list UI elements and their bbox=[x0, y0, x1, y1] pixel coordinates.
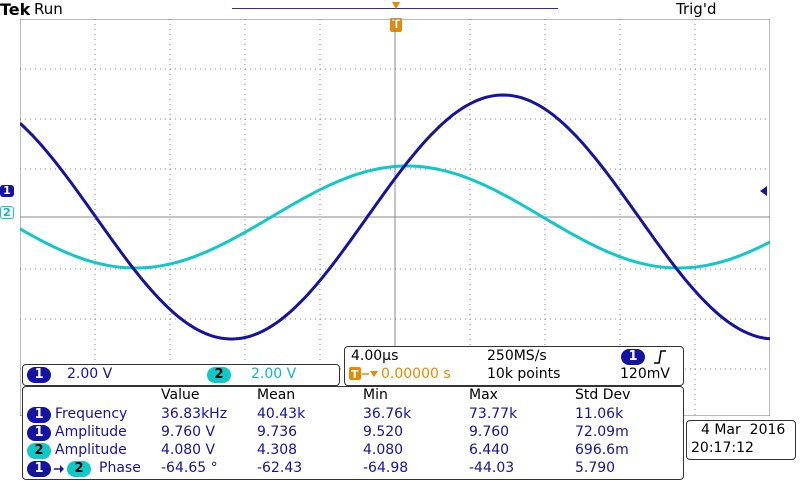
row-channel-b-badge: 2 bbox=[67, 461, 91, 477]
measurement-name: Phase bbox=[99, 460, 141, 476]
col-header-value: Value bbox=[161, 387, 200, 403]
measurement-mean: 4.308 bbox=[257, 442, 298, 458]
rising-edge-icon[interactable] bbox=[653, 349, 667, 369]
channel-scale-panel: 1 2.00 V 2 2.00 V bbox=[22, 364, 340, 386]
measurement-min: 36.76k bbox=[363, 406, 412, 422]
trigger-level[interactable]: 120mV bbox=[620, 366, 670, 382]
measurement-std-dev: 11.06k bbox=[575, 406, 624, 422]
ch2-ground-marker[interactable]: 2 bbox=[0, 206, 14, 219]
table-row[interactable]: 1 Amplitude 9.760 V 9.736 9.520 9.760 72… bbox=[23, 424, 681, 442]
measurement-min: 9.520 bbox=[363, 424, 404, 440]
col-header-std-dev: Std Dev bbox=[575, 387, 631, 403]
measurement-mean: -62.43 bbox=[257, 460, 303, 476]
measurement-mean: 9.736 bbox=[257, 424, 298, 440]
trigger-source-badge[interactable]: 1 bbox=[621, 349, 645, 365]
record-position-bar bbox=[232, 8, 558, 9]
measurement-std-dev: 5.790 bbox=[575, 460, 616, 476]
measurement-max: 9.760 bbox=[469, 424, 510, 440]
trigger-level-arrow-icon bbox=[760, 186, 767, 196]
record-length: 10k points bbox=[487, 366, 561, 382]
col-header-max: Max bbox=[469, 387, 498, 403]
sample-rate: 250MS/s bbox=[487, 348, 547, 364]
measurement-name: Amplitude bbox=[55, 424, 127, 440]
measurement-std-dev: 696.6m bbox=[575, 442, 629, 458]
row-channel-badge: 2 bbox=[27, 443, 51, 459]
measurement-panel: Value Mean Min Max Std Dev 1 Frequency 3… bbox=[22, 386, 684, 480]
measurement-max: 6.440 bbox=[469, 442, 510, 458]
ch2-waveform bbox=[20, 164, 770, 270]
measurement-max: -44.03 bbox=[469, 460, 515, 476]
ch1-waveform bbox=[20, 93, 770, 341]
trigger-delay[interactable]: 0.00000 s bbox=[381, 366, 451, 382]
timebase[interactable]: 4.00µs bbox=[351, 348, 399, 364]
col-header-min: Min bbox=[363, 387, 388, 403]
measurement-value: 36.83kHz bbox=[161, 406, 228, 422]
acquisition-panel: 4.00µs 250MS/s 1 T 0.00000 s 10k points … bbox=[344, 346, 684, 386]
table-row[interactable]: 1 Frequency 36.83kHz 40.43k 36.76k 73.77… bbox=[23, 406, 681, 424]
trigger-delay-icon: T bbox=[349, 367, 381, 385]
brand-logo: Tek bbox=[0, 0, 31, 19]
ch1-ground-marker[interactable]: 1 bbox=[0, 185, 14, 197]
row-channel-badge: 1 bbox=[27, 425, 51, 441]
measurement-value: -64.65 ° bbox=[161, 460, 218, 476]
table-row[interactable]: 2 Amplitude 4.080 V 4.308 4.080 6.440 69… bbox=[23, 442, 681, 460]
row-channel-badge: 1 bbox=[27, 407, 51, 423]
measurement-mean: 40.43k bbox=[257, 406, 306, 422]
trigger-arrow-icon bbox=[390, 2, 402, 32]
measurement-value: 9.760 V bbox=[161, 424, 216, 440]
trigger-level-marker[interactable] bbox=[760, 184, 770, 200]
svg-text:T: T bbox=[351, 368, 359, 381]
row-channel-badge: 1 bbox=[27, 461, 51, 477]
ch1-scale[interactable]: 2.00 V bbox=[67, 366, 113, 382]
ch2-badge[interactable]: 2 bbox=[207, 367, 231, 383]
trigger-status: Trig'd bbox=[676, 0, 717, 18]
trigger-position-marker[interactable]: T bbox=[389, 0, 403, 34]
measurement-std-dev: 72.09m bbox=[575, 424, 629, 440]
measurement-min: 4.080 bbox=[363, 442, 404, 458]
trigger-marker-label: T bbox=[392, 17, 401, 31]
datetime-panel: 4 Mar 2016 20:17:12 bbox=[686, 420, 796, 460]
time: 20:17:12 bbox=[691, 440, 754, 456]
measurement-min: -64.98 bbox=[363, 460, 409, 476]
col-header-mean: Mean bbox=[257, 387, 296, 403]
measurement-name: Amplitude bbox=[55, 442, 127, 458]
measurement-max: 73.77k bbox=[469, 406, 518, 422]
ch2-scale[interactable]: 2.00 V bbox=[251, 366, 297, 382]
arrow-right-icon bbox=[53, 462, 65, 480]
table-row[interactable]: 1 2 Phase -64.65 ° -62.43 -64.98 -44.03 … bbox=[23, 460, 681, 478]
measurement-name: Frequency bbox=[55, 406, 128, 422]
date: 4 Mar 2016 bbox=[701, 422, 786, 438]
run-state: Run bbox=[34, 0, 63, 18]
measurement-value: 4.080 V bbox=[161, 442, 216, 458]
ch1-badge[interactable]: 1 bbox=[27, 367, 51, 383]
